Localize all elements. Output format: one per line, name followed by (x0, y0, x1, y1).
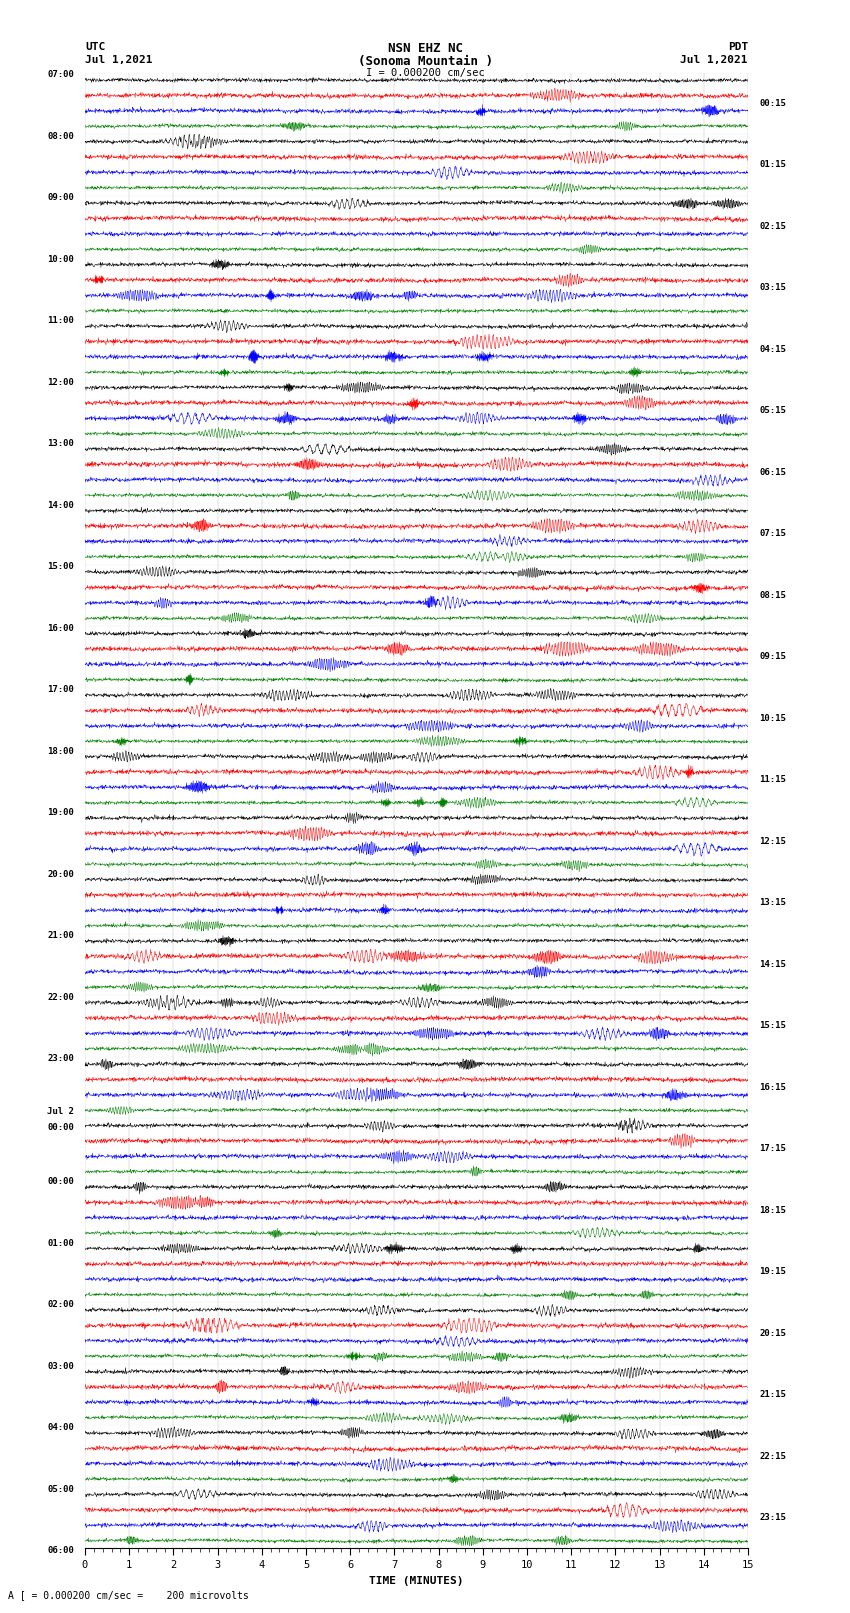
Text: 12:00: 12:00 (47, 377, 74, 387)
Text: 18:00: 18:00 (47, 747, 74, 756)
Text: Jul 2: Jul 2 (47, 1107, 74, 1116)
Text: 04:00: 04:00 (47, 1423, 74, 1432)
Text: 07:00: 07:00 (47, 71, 74, 79)
Text: 07:15: 07:15 (759, 529, 786, 539)
Text: 01:15: 01:15 (759, 160, 786, 169)
Text: 05:00: 05:00 (47, 1486, 74, 1494)
X-axis label: TIME (MINUTES): TIME (MINUTES) (369, 1576, 464, 1586)
Text: 01:00: 01:00 (47, 1239, 74, 1248)
Text: 09:15: 09:15 (759, 652, 786, 661)
Text: 16:00: 16:00 (47, 624, 74, 632)
Text: 20:00: 20:00 (47, 869, 74, 879)
Text: 02:00: 02:00 (47, 1300, 74, 1310)
Text: 14:00: 14:00 (47, 502, 74, 510)
Text: A [ = 0.000200 cm/sec =    200 microvolts: A [ = 0.000200 cm/sec = 200 microvolts (8, 1590, 249, 1600)
Text: 11:00: 11:00 (47, 316, 74, 326)
Text: 21:00: 21:00 (47, 931, 74, 940)
Text: 00:15: 00:15 (759, 98, 786, 108)
Text: Jul 1,2021: Jul 1,2021 (681, 55, 748, 65)
Text: 06:00: 06:00 (47, 1547, 74, 1555)
Text: 05:15: 05:15 (759, 406, 786, 415)
Text: 10:15: 10:15 (759, 715, 786, 723)
Text: 17:15: 17:15 (759, 1144, 786, 1153)
Text: 22:15: 22:15 (759, 1452, 786, 1461)
Text: I = 0.000200 cm/sec: I = 0.000200 cm/sec (366, 68, 484, 77)
Text: 16:15: 16:15 (759, 1082, 786, 1092)
Text: 10:00: 10:00 (47, 255, 74, 265)
Text: 22:00: 22:00 (47, 994, 74, 1002)
Text: 00:00: 00:00 (47, 1177, 74, 1186)
Text: 18:15: 18:15 (759, 1207, 786, 1215)
Text: 06:15: 06:15 (759, 468, 786, 477)
Text: PDT: PDT (728, 42, 748, 52)
Text: 09:00: 09:00 (47, 194, 74, 202)
Text: 13:15: 13:15 (759, 898, 786, 907)
Text: 19:15: 19:15 (759, 1268, 786, 1276)
Text: 03:00: 03:00 (47, 1361, 74, 1371)
Text: 13:00: 13:00 (47, 439, 74, 448)
Text: NSN EHZ NC: NSN EHZ NC (388, 42, 462, 55)
Text: 08:00: 08:00 (47, 132, 74, 140)
Text: 15:00: 15:00 (47, 563, 74, 571)
Text: 19:00: 19:00 (47, 808, 74, 818)
Text: 04:15: 04:15 (759, 345, 786, 353)
Text: 14:15: 14:15 (759, 960, 786, 969)
Text: 21:15: 21:15 (759, 1390, 786, 1398)
Text: Jul 1,2021: Jul 1,2021 (85, 55, 152, 65)
Text: 23:15: 23:15 (759, 1513, 786, 1523)
Text: 08:15: 08:15 (759, 590, 786, 600)
Text: 00:00: 00:00 (47, 1123, 74, 1132)
Text: 17:00: 17:00 (47, 686, 74, 694)
Text: 03:15: 03:15 (759, 284, 786, 292)
Text: (Sonoma Mountain ): (Sonoma Mountain ) (358, 55, 492, 68)
Text: 15:15: 15:15 (759, 1021, 786, 1031)
Text: 23:00: 23:00 (47, 1055, 74, 1063)
Text: 02:15: 02:15 (759, 223, 786, 231)
Text: UTC: UTC (85, 42, 105, 52)
Text: 20:15: 20:15 (759, 1329, 786, 1337)
Text: 12:15: 12:15 (759, 837, 786, 845)
Text: 11:15: 11:15 (759, 776, 786, 784)
